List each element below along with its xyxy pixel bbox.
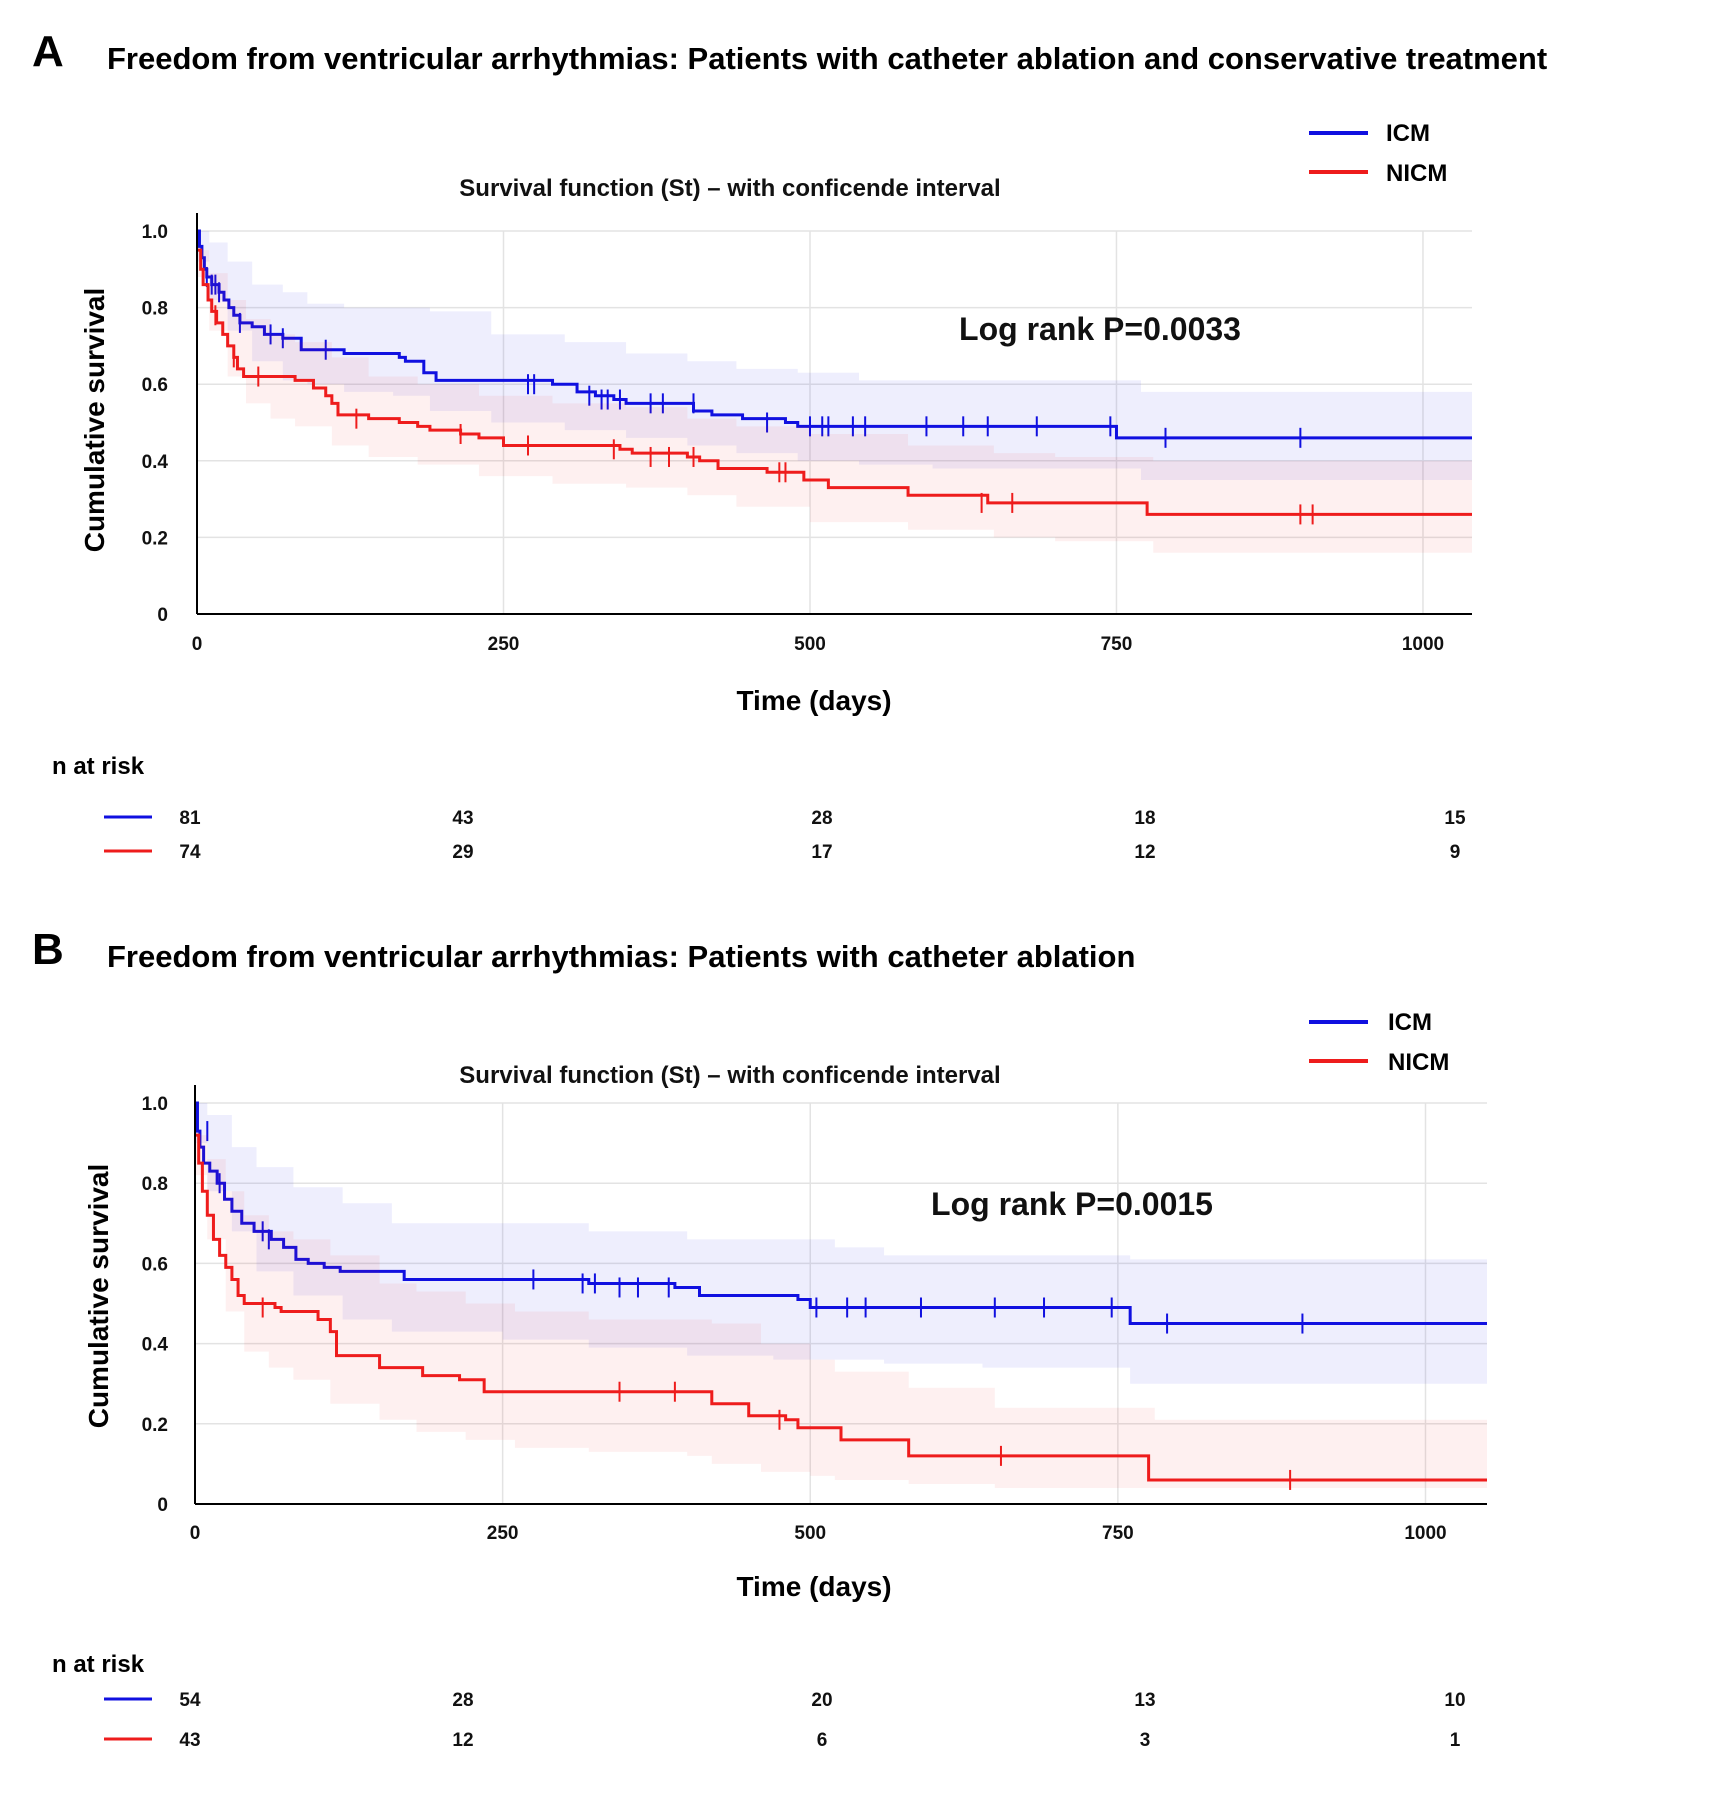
n-at-risk-value: 15 xyxy=(1444,808,1466,829)
x-tick-label: 750 xyxy=(1102,1523,1134,1544)
y-tick-label: 1.0 xyxy=(142,222,168,243)
n-at-risk-value: 9 xyxy=(1450,842,1461,863)
plot-area: 0 0.2 0.4 0.6 0.8 1.0 0 250 500 750 1000 xyxy=(142,1085,1487,1544)
n-at-risk-table: 81 43 28 18 15 74 29 17 12 9 xyxy=(104,808,1466,863)
panel-b: B Freedom from ventricular arrhythmias: … xyxy=(32,925,1487,1751)
ci-band-icm xyxy=(197,231,1472,480)
x-tick-label: 0 xyxy=(192,634,203,655)
x-tick-label: 250 xyxy=(488,634,520,655)
n-at-risk-value: 10 xyxy=(1444,1690,1465,1711)
n-at-risk-label: n at risk xyxy=(52,1651,145,1678)
legend-label-nicm: NICM xyxy=(1388,1049,1449,1076)
chart-subtitle: Survival function (St) – with conficende… xyxy=(459,1062,1000,1089)
y-tick-label: 0.6 xyxy=(142,1254,168,1275)
y-axis-label: Cumulative survival xyxy=(79,288,110,553)
n-at-risk-value: 1 xyxy=(1450,1730,1461,1751)
y-tick-label: 0 xyxy=(157,605,168,626)
x-tick-label: 1000 xyxy=(1402,634,1444,655)
x-axis-label: Time (days) xyxy=(736,1571,891,1602)
x-tick-label: 250 xyxy=(487,1523,519,1544)
legend: ICM NICM xyxy=(1309,120,1447,187)
y-tick-label: 0.8 xyxy=(142,299,168,320)
n-at-risk-value: 12 xyxy=(1134,842,1155,863)
log-rank-annotation: Log rank P=0.0015 xyxy=(931,1186,1213,1222)
legend-label-nicm: NICM xyxy=(1386,160,1447,187)
n-at-risk-value: 13 xyxy=(1134,1690,1155,1711)
legend: ICM NICM xyxy=(1309,1009,1449,1076)
panel-letter: A xyxy=(32,27,64,76)
legend-label-icm: ICM xyxy=(1386,120,1430,147)
survival-line-nicm xyxy=(197,248,1472,516)
n-at-risk-value: 74 xyxy=(179,842,201,863)
y-tick-label: 0.2 xyxy=(142,1415,168,1436)
survival-line-icm xyxy=(195,1101,1487,1326)
x-tick-label: 1000 xyxy=(1404,1523,1446,1544)
y-tick-label: 0.4 xyxy=(142,1335,169,1356)
panel-title: Freedom from ventricular arrhythmias: Pa… xyxy=(107,939,1135,974)
n-at-risk-value: 20 xyxy=(811,1690,832,1711)
n-at-risk-value: 28 xyxy=(811,808,832,829)
ci-band-nicm xyxy=(195,1135,1487,1488)
log-rank-annotation: Log rank P=0.0033 xyxy=(959,311,1241,347)
x-tick-label: 500 xyxy=(794,634,826,655)
n-at-risk-value: 6 xyxy=(817,1730,828,1751)
panel-title: Freedom from ventricular arrhythmias: Pa… xyxy=(107,41,1547,76)
survival-line-icm xyxy=(197,229,1472,440)
ci-band-nicm xyxy=(197,250,1472,553)
panel-a: A Freedom from ventricular arrhythmias: … xyxy=(32,27,1547,863)
y-tick-label: 0.2 xyxy=(142,528,168,549)
n-at-risk-value: 28 xyxy=(452,1690,473,1711)
n-at-risk-value: 43 xyxy=(452,808,473,829)
plot-area: 0 0.2 0.4 0.6 0.8 1.0 0 250 500 750 1000 xyxy=(142,213,1472,655)
n-at-risk-value: 3 xyxy=(1140,1730,1151,1751)
y-tick-label: 0.4 xyxy=(142,452,169,473)
x-tick-label: 500 xyxy=(794,1523,826,1544)
n-at-risk-value: 29 xyxy=(452,842,473,863)
n-at-risk-value: 54 xyxy=(179,1690,201,1711)
n-at-risk-value: 18 xyxy=(1134,808,1155,829)
x-axis-label: Time (days) xyxy=(736,685,891,716)
y-axis-label: Cumulative survival xyxy=(83,1164,114,1429)
n-at-risk-value: 17 xyxy=(811,842,832,863)
ci-band-icm xyxy=(195,1103,1487,1384)
y-tick-label: 1.0 xyxy=(142,1094,168,1115)
n-at-risk-value: 12 xyxy=(452,1730,473,1751)
n-at-risk-table: 54 28 20 13 10 43 12 6 3 1 xyxy=(104,1690,1466,1751)
survival-line-nicm xyxy=(195,1133,1487,1482)
n-at-risk-label: n at risk xyxy=(52,753,145,780)
chart-subtitle: Survival function (St) – with conficende… xyxy=(459,175,1000,202)
x-tick-label: 750 xyxy=(1101,634,1133,655)
panel-letter: B xyxy=(32,925,64,974)
y-tick-label: 0 xyxy=(157,1495,168,1516)
n-at-risk-value: 43 xyxy=(179,1730,200,1751)
x-tick-label: 0 xyxy=(190,1523,201,1544)
y-tick-label: 0.6 xyxy=(142,375,168,396)
y-tick-label: 0.8 xyxy=(142,1174,168,1195)
n-at-risk-value: 81 xyxy=(179,808,201,829)
legend-label-icm: ICM xyxy=(1388,1009,1432,1036)
